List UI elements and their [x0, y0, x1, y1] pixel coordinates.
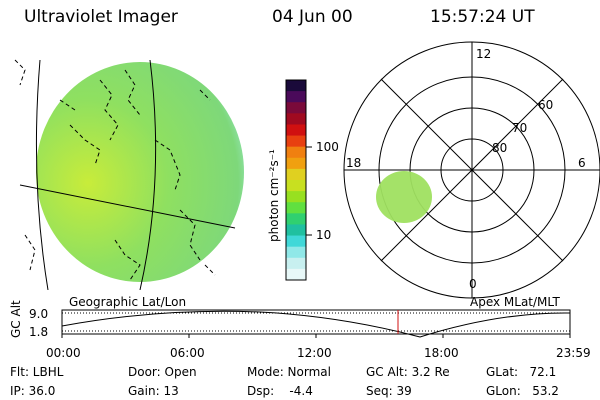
colorbar-segment — [286, 102, 306, 114]
orbit-xtick: 12:00 — [297, 346, 332, 360]
orbit-xtick: 00:00 — [46, 346, 81, 360]
earth-disc — [36, 62, 244, 282]
colorbar-segment — [286, 91, 306, 103]
mlt-label-0: 0 — [469, 277, 477, 291]
geo-grid-line — [139, 59, 157, 290]
coastlines — [14, 59, 216, 281]
status-gc-alt: GC Alt: 3.2 Re — [366, 365, 450, 379]
status-seq: Seq: 39 — [366, 384, 412, 398]
mlt-label-18: 18 — [346, 156, 362, 170]
colorbar-segment — [286, 268, 306, 281]
polar-plot — [343, 41, 600, 299]
colorbar-tick-100: 100 — [316, 140, 339, 154]
orbit-ytick-high: 9.0 — [29, 307, 49, 321]
mlt-label-12: 12 — [476, 47, 492, 61]
mlt-label-6: 6 — [578, 156, 586, 170]
mlat-label-60: 60 — [538, 98, 554, 112]
geographic-image — [14, 59, 244, 290]
altitude-curve — [61, 310, 571, 338]
colorbar-segment — [286, 224, 306, 237]
status-dsp: Dsp: -4.4 — [247, 384, 313, 398]
colorbar-tick-10: 10 — [316, 228, 332, 242]
colorbar-segment — [286, 180, 306, 192]
geo-panel-label: Geographic Lat/Lon — [69, 295, 187, 309]
colorbar-segment — [286, 135, 306, 148]
auroral-oval — [376, 171, 432, 223]
geo-grid-line — [19, 184, 236, 229]
status-glat: GLat: 72.1 — [486, 365, 557, 379]
mlat-label-70: 70 — [512, 121, 528, 135]
status-glon: GLon: 53.2 — [486, 384, 559, 398]
colorbar-segment — [286, 157, 306, 170]
colorbar-segment — [286, 213, 306, 225]
colorbar-segment — [286, 257, 306, 270]
mlat-label-80: 80 — [492, 141, 508, 155]
colorbar-segment — [286, 113, 306, 125]
orbit-ytick-low: 1.8 — [29, 325, 49, 339]
polar-panel-label: Apex MLat/MLT — [470, 295, 560, 309]
status-gain: Gain: 13 — [128, 384, 179, 398]
orbit-xtick: 06:00 — [170, 346, 205, 360]
orbit-altitude-plot — [61, 309, 571, 338]
color-scale-bar — [286, 80, 306, 281]
observation-time: 15:57:24 UT — [430, 7, 535, 27]
colorbar-segment — [286, 246, 306, 259]
status-mode: Mode: Normal — [247, 365, 331, 379]
colorbar-segment — [286, 124, 306, 137]
colorbar-segment — [286, 80, 306, 92]
geo-grid-line — [35, 59, 49, 290]
colorbar-segment — [286, 191, 306, 203]
instrument-title: Ultraviolet Imager — [24, 7, 178, 27]
observation-date: 04 Jun 00 — [272, 7, 353, 27]
status-ip: IP: 36.0 — [10, 384, 56, 398]
colorbar-segment — [286, 235, 306, 248]
colorbar-segment — [286, 168, 306, 181]
status-filter: Flt: LBHL — [10, 365, 64, 379]
colorbar-segment — [286, 202, 306, 214]
orbit-xtick: 18:00 — [424, 346, 459, 360]
orbit-ylabel: GC Alt — [9, 300, 23, 338]
colorbar-unit-label: photon cm⁻²s⁻¹ — [267, 149, 281, 242]
status-door: Door: Open — [128, 365, 197, 379]
colorbar-segment — [286, 146, 306, 159]
orbit-xtick: 23:59 — [556, 346, 591, 360]
